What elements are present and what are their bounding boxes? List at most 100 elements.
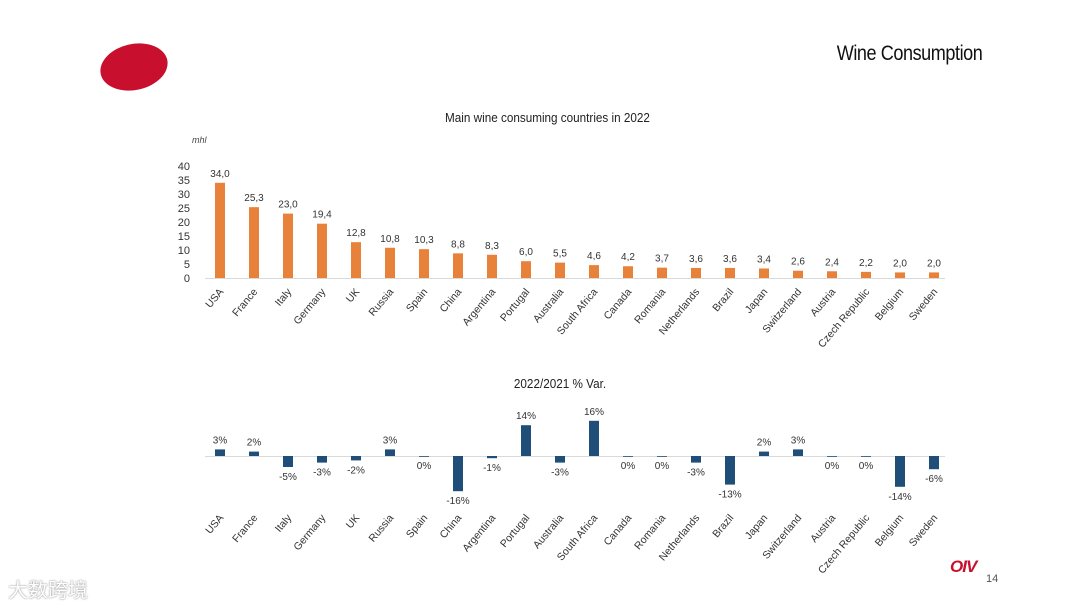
chart2-data-label: 3%	[213, 435, 228, 446]
chart1-bar	[521, 261, 531, 278]
chart1-ytick-label: 40	[178, 161, 190, 173]
chart1-category-label: Canada	[601, 286, 634, 322]
chart1-ytick-label: 30	[178, 189, 190, 201]
chart1-data-label: 5,5	[553, 249, 567, 260]
chart2-category-label: Belgium	[873, 512, 907, 549]
chart2-bar	[317, 456, 327, 463]
chart2-data-label: -3%	[551, 468, 569, 479]
chart1-category-label: UK	[344, 286, 363, 305]
chart2-category-label: France	[230, 512, 260, 545]
chart1-data-label: 3,6	[723, 254, 737, 265]
chart2-category-label: Portugal	[498, 512, 532, 550]
chart1-ytick-label: 5	[184, 259, 190, 271]
chart1-bar	[215, 182, 225, 278]
chart2-data-label: -3%	[313, 468, 331, 479]
chart1-bar	[725, 267, 735, 278]
chart1-bar	[589, 265, 599, 278]
chart1-data-label: 6,0	[519, 247, 533, 258]
chart1-bar	[623, 266, 633, 278]
chart1-data-label: 3,6	[689, 254, 703, 265]
chart1-data-label: 10,3	[414, 235, 434, 246]
chart1-bar	[657, 267, 667, 278]
chart1-data-label: 4,2	[621, 252, 635, 263]
chart2-bar	[555, 456, 565, 463]
chart1-data-label: 8,8	[451, 239, 465, 250]
chart2-data-label: 0%	[655, 461, 670, 472]
chart1-ytick-label: 0	[184, 273, 190, 285]
chart1-ytick-label: 25	[178, 203, 190, 215]
chart1-bar	[793, 270, 803, 278]
chart2-category-label: Germany	[291, 512, 328, 553]
chart2-data-label: 14%	[516, 411, 536, 422]
chart1-bar	[691, 267, 701, 278]
chart1-data-label: 12,8	[346, 228, 366, 239]
page-title: Wine Consumption	[836, 42, 982, 65]
chart1-data-label: 25,3	[244, 193, 264, 204]
chart1-category-label: Portugal	[498, 286, 532, 324]
chart1-category-label: Japan	[743, 286, 771, 316]
chart2-category-label: USA	[203, 512, 226, 536]
chart2-bar	[419, 456, 429, 457]
chart2-data-label: -5%	[279, 472, 297, 483]
chart1-category-label: Russia	[366, 286, 396, 318]
chart2-category-label: Australia	[531, 512, 567, 551]
chart1-category-label: Spain	[404, 286, 431, 314]
chart1-category-label: China	[437, 286, 464, 315]
chart2-bar	[725, 456, 735, 485]
chart2-category-label: Russia	[366, 512, 396, 544]
chart1-data-label: 2,4	[825, 257, 839, 268]
chart2-bar	[759, 451, 769, 456]
page-number: 14	[986, 573, 999, 585]
chart1-bar	[759, 268, 769, 278]
chart1-bar	[861, 271, 871, 278]
chart1-ytick-label: 20	[178, 217, 190, 229]
chart1-data-label: 23,0	[278, 200, 298, 211]
chart2-bar	[827, 456, 837, 457]
chart1-bar	[555, 262, 565, 278]
chart1-category-label: Argentina	[460, 286, 498, 328]
chart2-data-label: 2%	[247, 438, 262, 449]
chart1-category-label: Australia	[531, 286, 567, 325]
chart2-data-label: -1%	[483, 463, 501, 474]
chart2-data-label: 3%	[383, 435, 398, 446]
chart1-bar	[317, 223, 327, 278]
chart2-category-label: Romania	[632, 512, 668, 552]
chart1-category-label: Italy	[273, 286, 295, 309]
chart2-data-label: -14%	[888, 492, 911, 503]
chart1-data-label: 2,0	[927, 258, 941, 269]
chart1-category-label: Austria	[808, 286, 838, 319]
chart1-category-label: Brazil	[710, 286, 736, 314]
chart2-data-label: -16%	[446, 496, 469, 507]
chart2-bar	[691, 456, 701, 463]
chart2-bar	[793, 449, 803, 456]
chart2-bar	[215, 449, 225, 456]
chart2-bar	[351, 456, 361, 461]
chart1-bar	[351, 242, 361, 278]
chart2-data-label: -2%	[347, 465, 365, 476]
chart1-ytick-label: 35	[178, 175, 190, 187]
chart2-category-label: Argentina	[460, 512, 498, 554]
chart1-unit-label: mhl	[192, 135, 207, 145]
chart1-data-label: 8,3	[485, 241, 499, 252]
chart2-category-label: Japan	[743, 512, 771, 542]
chart2-data-label: 16%	[584, 407, 604, 418]
chart2-bar	[623, 456, 633, 457]
chart1-data-label: 3,7	[655, 254, 669, 265]
chart1-bar	[385, 247, 395, 278]
chart1-title: Main wine consuming countries in 2022	[445, 110, 650, 125]
chart2-bar	[283, 456, 293, 467]
chart2-bar	[589, 420, 599, 456]
chart1-bar	[453, 253, 463, 278]
chart1-ytick-label: 15	[178, 231, 190, 243]
chart2-category-label: UK	[344, 512, 363, 531]
oiv-brand-mark: OIV	[950, 557, 977, 576]
chart2-bar	[657, 456, 667, 457]
chart2-category-label: Austria	[808, 512, 838, 545]
chart2-data-label: 2%	[757, 438, 772, 449]
chart1-bar	[283, 213, 293, 278]
chart2-category-label: Canada	[601, 512, 634, 548]
chart2-bar	[385, 449, 395, 456]
chart2-data-label: -3%	[687, 468, 705, 479]
chart1-category-label: Sweden	[907, 286, 941, 323]
